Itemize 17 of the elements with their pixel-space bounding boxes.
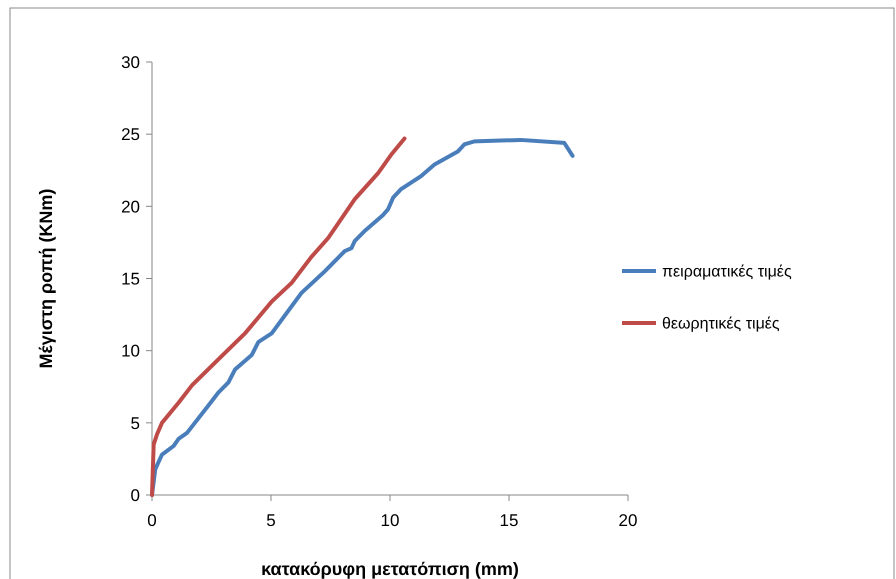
y-tick-label: 0 <box>130 486 140 505</box>
y-tick-label: 15 <box>121 269 140 288</box>
y-axis-title: Μέγιστη ροπή (KNm) <box>36 188 56 368</box>
y-tick-label: 10 <box>121 342 140 361</box>
x-tick-label: 15 <box>500 511 518 530</box>
x-tick-label: 5 <box>266 511 276 530</box>
legend-label: θεωρητικές τιμές <box>662 316 780 333</box>
x-tick-label: 0 <box>147 511 157 530</box>
y-tick-label: 5 <box>130 414 140 433</box>
x-axis-title: κατακόρυφη μετατόπιση (mm) <box>261 559 519 579</box>
legend-label: πειραματικές τιμές <box>662 264 792 281</box>
line-series <box>150 136 407 497</box>
x-tick-label: 20 <box>618 511 638 530</box>
y-tick-label: 30 <box>121 52 140 72</box>
y-tick-label: 25 <box>121 125 140 144</box>
y-tick-label: 20 <box>121 197 140 216</box>
x-tick-label: 10 <box>380 511 400 530</box>
